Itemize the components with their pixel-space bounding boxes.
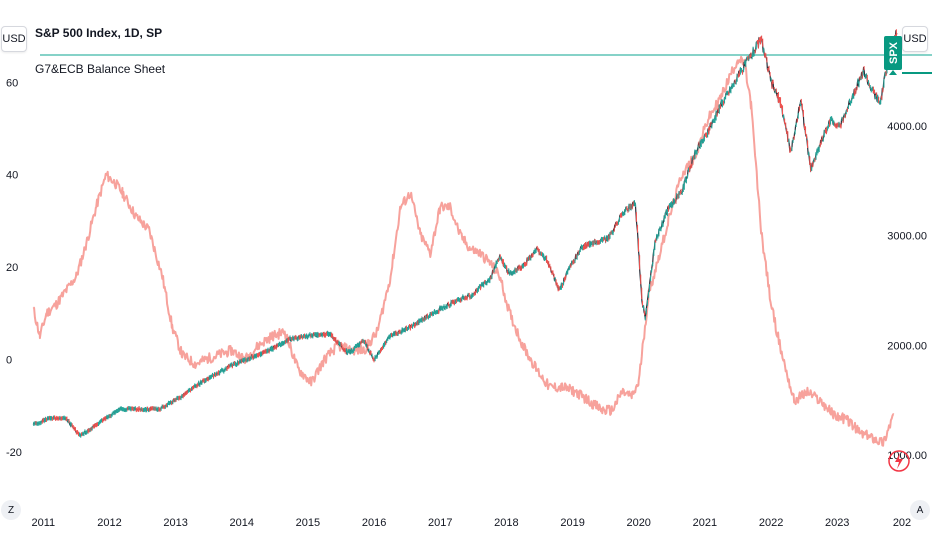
left-axis-tick-label: 60 [6,77,18,89]
time-axis-tick-label: 2023 [825,517,849,529]
time-axis-tick-label: 202 [893,517,911,529]
sp500-series [32,29,898,438]
right-axis-tick-label: 2000.00 [887,340,927,352]
sp500-line [32,30,898,437]
time-axis-tick-label: 2022 [759,517,783,529]
time-axis-tick-label: 2012 [97,517,121,529]
left-axis-tick-label: -20 [6,447,22,459]
right-axis-tick-label: 4000.00 [887,121,927,133]
balance-sheet-series [32,55,895,447]
currency-right-button[interactable]: USD [902,26,928,52]
time-axis-tick-label: 2015 [296,517,320,529]
time-scale[interactable]: 2011 2012 2013 2014 2015 2016 2017 2018 2019 2020… [31,517,911,529]
time-axis-tick-label: 2021 [693,517,717,529]
left-axis-tick-label: 0 [6,355,12,367]
time-axis-tick-label: 2013 [163,517,187,529]
balance-sheet-line [32,55,895,447]
time-axis-tick-label: 2018 [494,517,518,529]
time-axis-tick-label: 2016 [362,517,386,529]
zoom-button[interactable]: Z [1,500,21,520]
indicator-legend[interactable]: G7&ECB Balance Sheet [35,62,166,76]
symbol-badge-label: SPX [888,41,900,64]
auto-scale-button[interactable]: A [910,500,930,520]
left-axis-tick-label: 20 [6,262,18,274]
left-price-scale[interactable]: 60 40 20 0 -20 [6,77,22,459]
time-axis-tick-label: 2017 [428,517,452,529]
right-axis-tick-label: 3000.00 [887,231,927,243]
symbol-badge[interactable]: SPX [884,36,932,75]
time-axis-tick-label: 2011 [31,517,55,529]
currency-left-button[interactable]: USD [1,26,27,52]
time-axis-tick-label: 2020 [626,517,650,529]
chart-title[interactable]: S&P 500 Index, 1D, SP [35,26,163,40]
left-axis-tick-label: 40 [6,170,18,182]
time-axis-tick-label: 2019 [560,517,584,529]
lightning-warning-icon[interactable] [888,450,910,472]
time-axis-tick-label: 2014 [230,517,254,529]
